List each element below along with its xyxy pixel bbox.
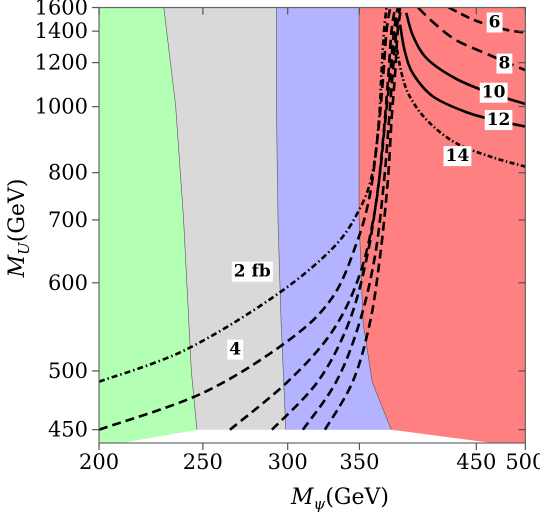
contour-label-bg xyxy=(479,82,508,103)
contour-line-5 xyxy=(323,7,403,431)
contour-label: 4 xyxy=(229,340,241,360)
y-tick-label: 450 xyxy=(48,418,88,442)
y-tick-label: 600 xyxy=(48,271,88,295)
contour-line-3 xyxy=(270,7,399,431)
contour-line-2-fb xyxy=(99,7,388,383)
x-axis-title: Mψ(GeV) xyxy=(290,485,389,513)
y-axis-title: MU(GeV) xyxy=(5,179,33,279)
y-tick-label: 800 xyxy=(48,161,88,185)
contour-label: 12 xyxy=(487,110,511,130)
y-tick-label: 700 xyxy=(48,208,88,232)
y-tick-label: 1400 xyxy=(35,19,88,43)
contour-line-4 xyxy=(99,7,392,431)
y-tick-label: 500 xyxy=(48,359,88,383)
x-tick-label: 450 xyxy=(456,450,496,474)
contour-label-bg xyxy=(486,12,503,33)
contour-label: 8 xyxy=(499,54,511,74)
y-tick-label: 1200 xyxy=(35,51,88,75)
contour-label-bg xyxy=(484,110,513,131)
region-gray xyxy=(164,7,287,430)
region-green xyxy=(99,7,198,444)
x-tick-label: 350 xyxy=(339,450,379,474)
contour-label: 10 xyxy=(482,83,506,103)
region-blue xyxy=(276,7,392,430)
contour-label: 6 xyxy=(489,13,501,33)
y-tick-label: 1600 xyxy=(35,0,88,20)
x-tick-label: 250 xyxy=(183,450,223,474)
plot-frame xyxy=(98,6,526,444)
x-tick-label: 200 xyxy=(79,450,119,474)
contour-label-bg xyxy=(496,53,513,74)
contour-label-bg xyxy=(443,146,472,167)
contour-label-bg xyxy=(231,261,273,282)
y-tick-label: 1000 xyxy=(35,95,88,119)
contour-line-2 xyxy=(229,7,397,431)
contour-line-14 xyxy=(393,37,526,168)
contour-label: 14 xyxy=(446,146,470,166)
contour-label: 2 fb xyxy=(234,262,271,282)
contour-line-4 xyxy=(301,7,402,431)
contour-label-bg xyxy=(227,339,244,360)
x-tick-label: 500 xyxy=(505,450,540,474)
x-tick-label: 300 xyxy=(268,450,308,474)
